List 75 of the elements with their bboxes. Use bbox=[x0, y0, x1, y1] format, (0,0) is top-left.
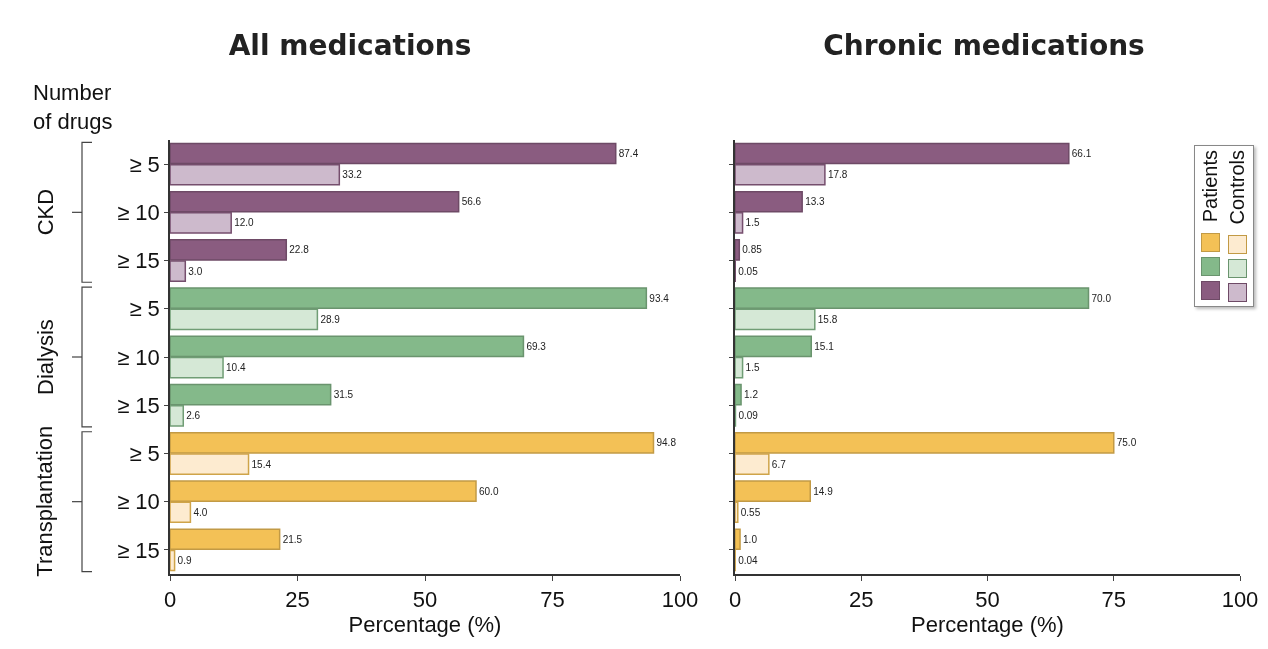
x-tick-label: 50 bbox=[412, 587, 438, 613]
data-label: 0.05 bbox=[738, 265, 759, 277]
text: Dialysis bbox=[33, 319, 58, 395]
bar bbox=[170, 528, 281, 551]
data-label: 3.0 bbox=[188, 265, 203, 277]
data-label: 0.04 bbox=[738, 555, 759, 566]
y-tick-label: ≥ 10 bbox=[117, 489, 160, 515]
text: Transplantation bbox=[32, 425, 58, 577]
x-tick-label: 75 bbox=[1101, 587, 1126, 613]
x-axis-title: Percentage (%) bbox=[348, 612, 502, 638]
data-label: 0.9 bbox=[177, 555, 192, 566]
x-tick-label: 25 bbox=[849, 587, 874, 613]
data-label: 75.0 bbox=[1116, 437, 1137, 449]
x-tick-label: 75 bbox=[540, 587, 565, 613]
data-label: 17.8 bbox=[827, 169, 848, 181]
data-label: 13.3 bbox=[805, 196, 826, 208]
data-label: 12.0 bbox=[234, 217, 255, 229]
data-label: 60.0 bbox=[479, 485, 499, 497]
y-tick-label: ≥ 10 bbox=[117, 344, 160, 370]
data-label: 0.09 bbox=[738, 410, 759, 422]
data-label: 6.7 bbox=[771, 458, 787, 470]
bar bbox=[170, 549, 176, 572]
data-label: 69.3 bbox=[526, 340, 547, 352]
data-label: 15.8 bbox=[817, 313, 838, 325]
data-label: 15.1 bbox=[814, 340, 835, 352]
data-label: 10.4 bbox=[226, 362, 246, 374]
data-label: 22.8 bbox=[289, 244, 310, 256]
bar bbox=[735, 432, 1115, 454]
data-label: 0.85 bbox=[742, 244, 763, 256]
y-tick-label: ≥ 5 bbox=[129, 151, 160, 177]
x-axis-title: Percentage (%) bbox=[911, 612, 1064, 638]
data-label: 2.6 bbox=[186, 410, 201, 422]
data-label: 1.5 bbox=[745, 362, 760, 374]
text: Number of drugs bbox=[33, 80, 113, 134]
data-label: 4.0 bbox=[193, 506, 208, 518]
x-tick-label: 0 bbox=[163, 587, 177, 613]
y-tick-label: ≥ 5 bbox=[129, 296, 160, 322]
bar bbox=[170, 453, 250, 475]
data-label: 0.55 bbox=[740, 506, 761, 518]
x-tick-label: 25 bbox=[285, 587, 310, 613]
data-label: 94.8 bbox=[656, 437, 677, 449]
data-label: 15.4 bbox=[251, 458, 272, 470]
data-label: 1.0 bbox=[743, 533, 758, 545]
data-label: 31.5 bbox=[333, 389, 354, 401]
x-tick-label: 100 bbox=[661, 587, 699, 613]
y-tick-label: ≥ 5 bbox=[129, 441, 160, 467]
y-tick-label: ≥ 10 bbox=[117, 200, 160, 226]
data-label: 93.4 bbox=[649, 292, 670, 304]
bar bbox=[170, 501, 192, 524]
data-label: 1.5 bbox=[745, 217, 760, 229]
bar bbox=[735, 501, 739, 524]
bar bbox=[170, 432, 655, 454]
x-tick-label: 0 bbox=[728, 587, 742, 613]
text: CKD bbox=[32, 188, 58, 236]
data-label: 14.9 bbox=[813, 485, 834, 497]
y-tick-label: ≥ 15 bbox=[117, 537, 160, 563]
data-label: 87.4 bbox=[618, 148, 639, 159]
data-label: 70.0 bbox=[1091, 292, 1112, 304]
data-label: 33.2 bbox=[342, 169, 363, 181]
x-tick-label: 100 bbox=[1221, 587, 1259, 613]
bar bbox=[735, 480, 811, 502]
data-label: 1.2 bbox=[744, 389, 759, 401]
bar bbox=[735, 528, 741, 551]
y-tick-label: ≥ 15 bbox=[117, 248, 160, 274]
data-label: 21.5 bbox=[282, 533, 303, 545]
chart-title: Chronic medications bbox=[823, 29, 1145, 63]
data-label: 28.9 bbox=[320, 313, 341, 325]
y-tick-label: ≥ 15 bbox=[117, 392, 160, 418]
x-tick-label: 50 bbox=[975, 587, 1000, 613]
legend: Patients Controls bbox=[1194, 145, 1254, 308]
chart-title: All medications bbox=[228, 29, 472, 63]
bar bbox=[170, 480, 477, 502]
bar bbox=[735, 453, 770, 475]
data-label: 66.1 bbox=[1071, 148, 1092, 159]
data-label: 56.6 bbox=[461, 196, 482, 208]
